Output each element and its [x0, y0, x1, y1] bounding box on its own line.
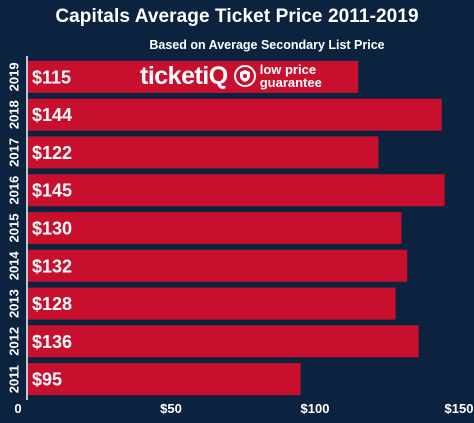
bar-value-label-2015: $130 — [32, 219, 72, 239]
bar-2016 — [28, 174, 445, 207]
logo-tagline-line2: guarantee — [259, 75, 322, 90]
y-tick-label-2017: 2017 — [7, 138, 22, 167]
bar-value-label-2017: $122 — [32, 143, 72, 163]
y-tick-label-2019: 2019 — [7, 62, 22, 91]
y-tick-label-2011: 2011 — [7, 365, 22, 393]
x-tick-label-100: $100 — [301, 401, 330, 416]
bar-2014 — [28, 249, 408, 282]
y-tick-label-2012: 2012 — [7, 327, 22, 356]
logo-tagline-line1: low price — [259, 62, 317, 77]
bar-2011 — [28, 363, 301, 396]
x-tick-label-0: 0 — [14, 401, 21, 416]
y-tick-label-2018: 2018 — [7, 100, 22, 129]
bar-2017 — [28, 136, 379, 169]
bar-value-label-2013: $128 — [32, 294, 72, 314]
bar-value-label-2018: $144 — [32, 105, 72, 125]
logo-brand-text: ticketiQ — [140, 61, 228, 90]
logo-tagline: low price guarantee — [260, 63, 322, 89]
y-tick-label-2013: 2013 — [7, 289, 22, 318]
bar-value-label-2014: $132 — [32, 256, 72, 276]
bar-2019 — [28, 60, 359, 93]
bar-2013 — [28, 287, 396, 320]
shield-icon — [233, 65, 256, 87]
bar-2015 — [28, 212, 402, 244]
y-tick-label-2016: 2016 — [7, 176, 22, 205]
bar-value-label-2019: $115 — [32, 67, 71, 87]
bar-2018 — [28, 98, 442, 131]
ticketiq-logo: ticketiQ low price guarantee — [140, 58, 322, 94]
chart-title: Capitals Average Ticket Price 2011-2019 — [55, 6, 419, 27]
bar-2012 — [28, 325, 419, 358]
x-tick-label-150: $150 — [445, 401, 474, 416]
y-tick-label-2014: 2014 — [7, 251, 22, 281]
bar-value-label-2012: $136 — [32, 332, 72, 352]
chart-subtitle: Based on Average Secondary List Price — [149, 38, 385, 52]
y-tick-label-2015: 2015 — [7, 214, 22, 243]
x-tick-label-50: $50 — [160, 401, 182, 416]
bar-value-label-2011: $95 — [32, 370, 62, 390]
bar-value-label-2016: $145 — [32, 181, 72, 201]
